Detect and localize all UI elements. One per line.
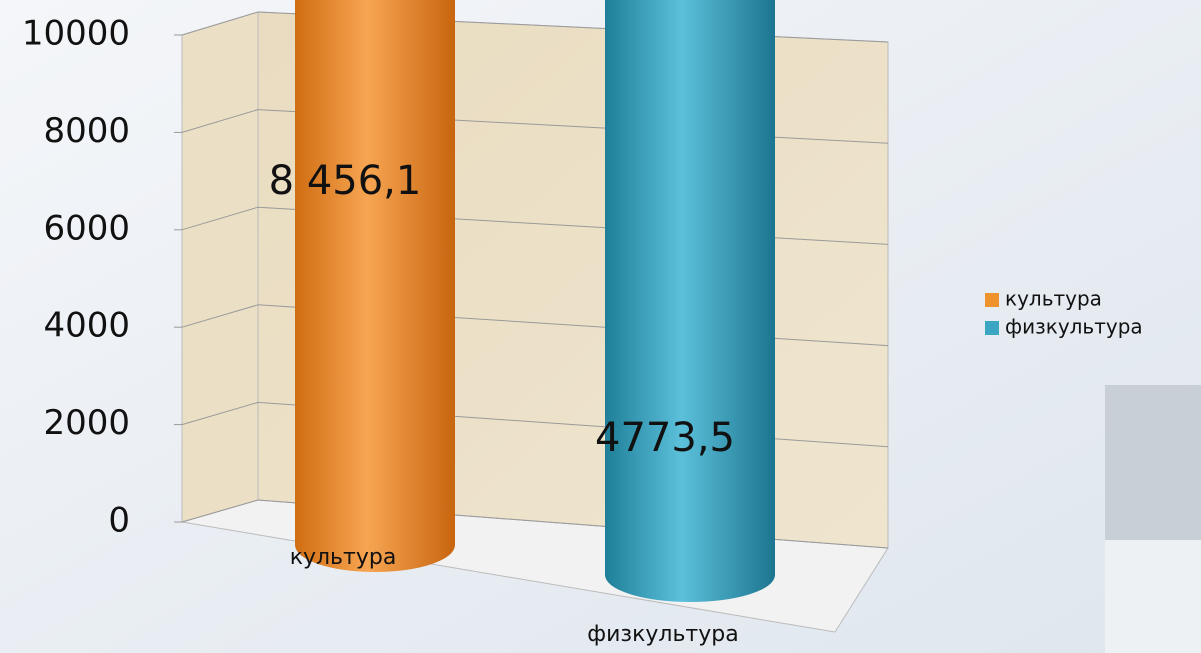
legend-label: физкультура xyxy=(1005,315,1143,339)
legend-swatch xyxy=(985,321,999,335)
y-tick-label: 2000 xyxy=(43,403,130,443)
y-tick-label: 6000 xyxy=(43,208,130,248)
legend-label: культура xyxy=(1005,287,1102,311)
y-tick-label: 4000 xyxy=(43,306,130,346)
legend-swatch xyxy=(985,293,999,307)
y-tick-label: 10000 xyxy=(22,14,130,54)
bar xyxy=(605,0,775,602)
y-tick-label: 0 xyxy=(108,501,130,541)
y-tick-label: 8000 xyxy=(43,111,130,151)
bar xyxy=(295,0,455,572)
x-tick-label: культура xyxy=(290,545,397,570)
x-tick-label: физкультура xyxy=(587,622,738,647)
value-label: 4773,5 xyxy=(595,415,735,461)
side-wall xyxy=(182,12,258,522)
chart: 0 2000 4000 6000 8000 10000 8 456,1 культура 477… xyxy=(0,0,1201,653)
value-label: 8 456,1 xyxy=(269,158,422,204)
photo-snow xyxy=(1105,540,1201,653)
